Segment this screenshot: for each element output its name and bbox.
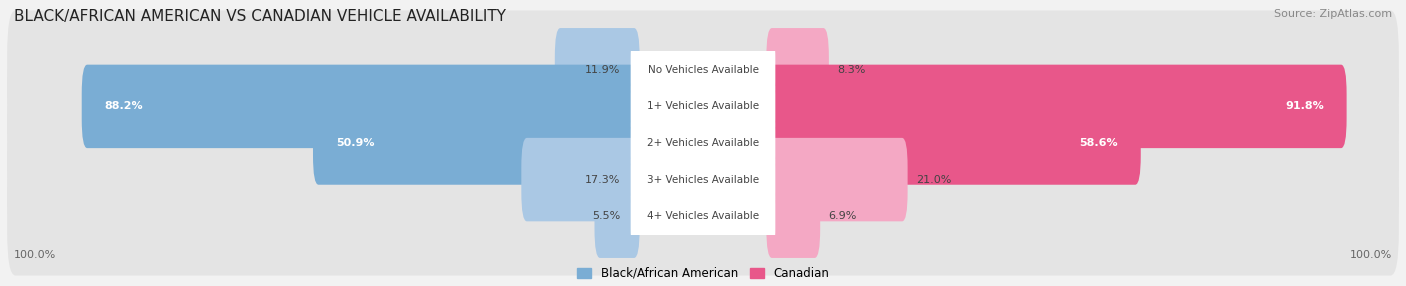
FancyBboxPatch shape	[7, 120, 1399, 239]
FancyBboxPatch shape	[766, 101, 1140, 185]
Text: 11.9%: 11.9%	[585, 65, 620, 75]
FancyBboxPatch shape	[82, 65, 640, 148]
Text: 21.0%: 21.0%	[915, 175, 952, 184]
FancyBboxPatch shape	[7, 84, 1399, 202]
Text: 88.2%: 88.2%	[104, 102, 143, 111]
Text: No Vehicles Available: No Vehicles Available	[648, 65, 758, 75]
FancyBboxPatch shape	[7, 11, 1399, 129]
Text: 4+ Vehicles Available: 4+ Vehicles Available	[647, 211, 759, 221]
Text: 2+ Vehicles Available: 2+ Vehicles Available	[647, 138, 759, 148]
Text: 6.9%: 6.9%	[828, 211, 856, 221]
Text: 8.3%: 8.3%	[837, 65, 866, 75]
Text: 1+ Vehicles Available: 1+ Vehicles Available	[647, 102, 759, 111]
Text: 3+ Vehicles Available: 3+ Vehicles Available	[647, 175, 759, 184]
FancyBboxPatch shape	[766, 138, 908, 221]
FancyBboxPatch shape	[766, 65, 1347, 148]
FancyBboxPatch shape	[631, 39, 775, 101]
Text: 91.8%: 91.8%	[1285, 102, 1324, 111]
FancyBboxPatch shape	[631, 76, 775, 137]
FancyBboxPatch shape	[522, 138, 640, 221]
FancyBboxPatch shape	[631, 185, 775, 247]
FancyBboxPatch shape	[555, 28, 640, 112]
FancyBboxPatch shape	[7, 47, 1399, 166]
Text: 50.9%: 50.9%	[336, 138, 374, 148]
FancyBboxPatch shape	[766, 174, 820, 258]
Text: 5.5%: 5.5%	[592, 211, 620, 221]
FancyBboxPatch shape	[766, 28, 830, 112]
Text: BLACK/AFRICAN AMERICAN VS CANADIAN VEHICLE AVAILABILITY: BLACK/AFRICAN AMERICAN VS CANADIAN VEHIC…	[14, 9, 506, 23]
Text: 58.6%: 58.6%	[1080, 138, 1118, 148]
Text: 100.0%: 100.0%	[14, 250, 56, 260]
Legend: Black/African American, Canadian: Black/African American, Canadian	[576, 267, 830, 280]
FancyBboxPatch shape	[631, 149, 775, 210]
Text: Source: ZipAtlas.com: Source: ZipAtlas.com	[1274, 9, 1392, 19]
Text: 17.3%: 17.3%	[585, 175, 620, 184]
FancyBboxPatch shape	[595, 174, 640, 258]
FancyBboxPatch shape	[7, 157, 1399, 275]
Text: 100.0%: 100.0%	[1350, 250, 1392, 260]
FancyBboxPatch shape	[314, 101, 640, 185]
FancyBboxPatch shape	[631, 112, 775, 174]
